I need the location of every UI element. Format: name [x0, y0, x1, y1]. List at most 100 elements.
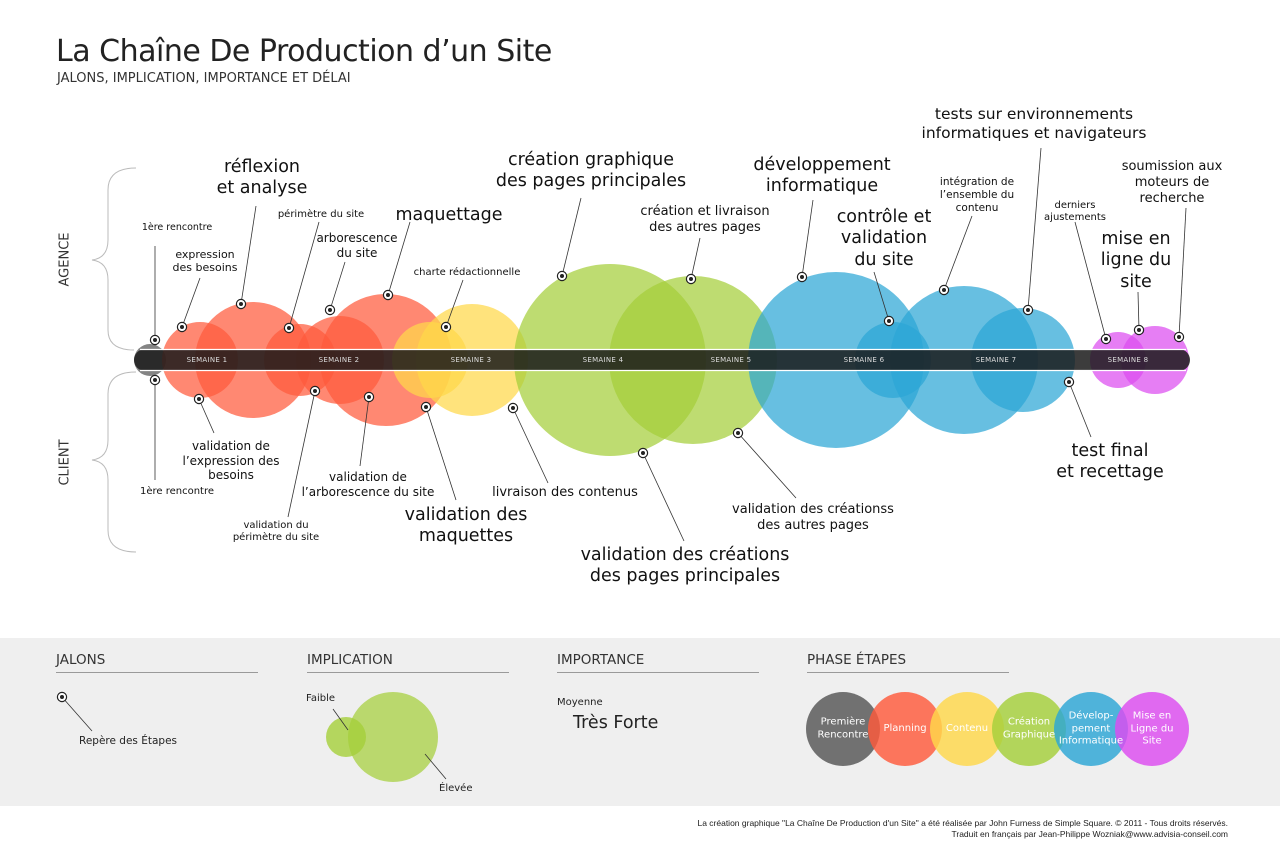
- credits-line: La création graphique "La Chaîne De Prod…: [697, 818, 1228, 828]
- milestone-label: validation des créations des pages princ…: [580, 545, 790, 587]
- milestone-marker-dot: [1137, 328, 1141, 332]
- milestone-label: périmètre du site: [277, 209, 365, 220]
- client-label: CLIENT: [57, 439, 73, 486]
- legend-phase-circle: [930, 692, 1004, 766]
- milestone-leaders: [149, 147, 1187, 542]
- leader-line: [873, 271, 890, 322]
- milestone-label: réflexion et analyse: [216, 157, 308, 199]
- milestone-marker-dot: [367, 395, 371, 399]
- legend-phase-label: Première Rencontre: [817, 716, 869, 741]
- milestone-label: charte rédactionnelle: [413, 267, 521, 278]
- legend-leader: [424, 753, 447, 780]
- milestone-label: développement informatique: [753, 155, 891, 197]
- milestone-marker-dot: [153, 338, 157, 342]
- milestone-marker-dot: [1026, 308, 1030, 312]
- leader-line: [181, 277, 201, 328]
- milestone-label: mise en ligne du site: [1100, 229, 1172, 292]
- leader-line: [1074, 221, 1107, 340]
- leader-line: [737, 432, 797, 499]
- legend-phase-circle: [992, 692, 1066, 766]
- week-label: SEMAINE 1: [186, 356, 228, 364]
- leader-line: [1068, 381, 1092, 438]
- milestone-marker-dot: [239, 302, 243, 306]
- legend-divider: [307, 672, 509, 673]
- legend-phases-heading: PHASE ÉTAPES: [807, 652, 907, 668]
- week-label: SEMAINE 6: [843, 356, 885, 364]
- legend-implication-high: Élevée: [439, 783, 473, 794]
- milestone-label: 1ère rencontre: [139, 486, 215, 497]
- leader-line: [943, 215, 973, 291]
- milestone-marker-dot: [1104, 337, 1108, 341]
- milestone-marker-dot: [386, 293, 390, 297]
- page-subtitle: JALONS, IMPLICATION, IMPORTANCE ET DÉLAI: [57, 71, 351, 86]
- leader-line: [642, 452, 685, 542]
- legend-implication-low: Faible: [306, 693, 336, 704]
- legend-divider: [557, 672, 759, 673]
- leader-line: [561, 197, 582, 277]
- legend-phase-label: Contenu: [945, 722, 989, 734]
- milestone-marker-dot: [800, 275, 804, 279]
- legend-divider: [56, 672, 258, 673]
- week-label: SEMAINE 7: [975, 356, 1017, 364]
- milestone-marker-dot: [736, 431, 740, 435]
- credits-line: Traduit en français par Jean-Philippe Wo…: [951, 829, 1229, 840]
- legend-phase-circle: [806, 692, 880, 766]
- legend-phase-label: Mise en Ligne du Site: [1130, 710, 1174, 747]
- milestone-label: livraison des contenus: [492, 485, 638, 500]
- timeline-diagram: [91, 147, 1190, 553]
- week-label: SEMAINE 5: [710, 356, 752, 364]
- legend-importance-medium: Moyenne: [557, 697, 603, 708]
- milestone-marker-dot: [887, 319, 891, 323]
- leader-line: [512, 407, 549, 484]
- leader-line: [1137, 291, 1140, 331]
- milestone-label: contrôle et validation du site: [836, 207, 932, 270]
- leader-line: [240, 205, 257, 305]
- legend-phase-circle: [1115, 692, 1189, 766]
- legend-phase-circle: [868, 692, 942, 766]
- milestone-marker-dot: [641, 451, 645, 455]
- legend-phase-label: Création Graphique: [1002, 716, 1056, 741]
- milestone-marker-dot: [328, 308, 332, 312]
- milestone-marker-dot: [444, 325, 448, 329]
- milestone-label: maquettage: [395, 205, 503, 225]
- milestone-label: validation de l’expression des besoins: [182, 439, 280, 483]
- milestone-marker-dot: [180, 325, 184, 329]
- credits: La création graphique "La Chaîne De Prod…: [697, 818, 1228, 841]
- leader-line: [287, 390, 316, 518]
- milestone-label: expression des besoins: [172, 248, 238, 275]
- leader-line: [288, 221, 320, 329]
- milestone-label: 1ère rencontre: [141, 222, 213, 233]
- page-title: La Chaîne De Production d’un Site: [56, 34, 552, 69]
- milestone-label: soumission aux moteurs de recherche: [1121, 159, 1223, 206]
- milestone-marker-dot: [1177, 335, 1181, 339]
- week-label: SEMAINE 4: [582, 356, 624, 364]
- legend-jalons-item: Repère des Étapes: [79, 735, 178, 747]
- milestone-label: création graphique des pages principales: [495, 150, 687, 192]
- legend-leader: [332, 708, 349, 731]
- leader-line: [359, 396, 370, 467]
- milestone-label: validation des maquettes: [404, 505, 528, 547]
- milestone-marker-dot: [560, 274, 564, 278]
- week-label: SEMAINE 8: [1107, 356, 1149, 364]
- agence-label: AGENCE: [57, 232, 73, 287]
- leader-line: [329, 261, 346, 311]
- client-brace: [91, 371, 137, 553]
- leader-line: [445, 279, 464, 328]
- week-label: SEMAINE 2: [318, 356, 360, 364]
- legend-graphics: [56, 691, 1189, 782]
- milestone-marker-dot: [287, 326, 291, 330]
- milestone-label: intégration de l’ensemble du contenu: [939, 176, 1015, 214]
- timeline-bar: [134, 348, 1190, 372]
- legend-leader: [61, 696, 93, 732]
- milestone-marker-dot: [511, 406, 515, 410]
- milestone-marker-dot: [313, 389, 317, 393]
- legend-importance-heading: IMPORTANCE: [557, 652, 645, 668]
- milestone-label: validation du périmètre du site: [232, 520, 320, 544]
- milestone-label: validation de l’arborescence du site: [301, 470, 435, 499]
- milestone-label: tests sur environnements informatiques e…: [921, 105, 1147, 142]
- milestone-marker-dot: [424, 405, 428, 409]
- milestone-marker-dot: [689, 277, 693, 281]
- legend-jalons-heading: JALONS: [56, 652, 106, 668]
- milestone-marker-dot: [153, 378, 157, 382]
- timeline-track: [134, 349, 1190, 371]
